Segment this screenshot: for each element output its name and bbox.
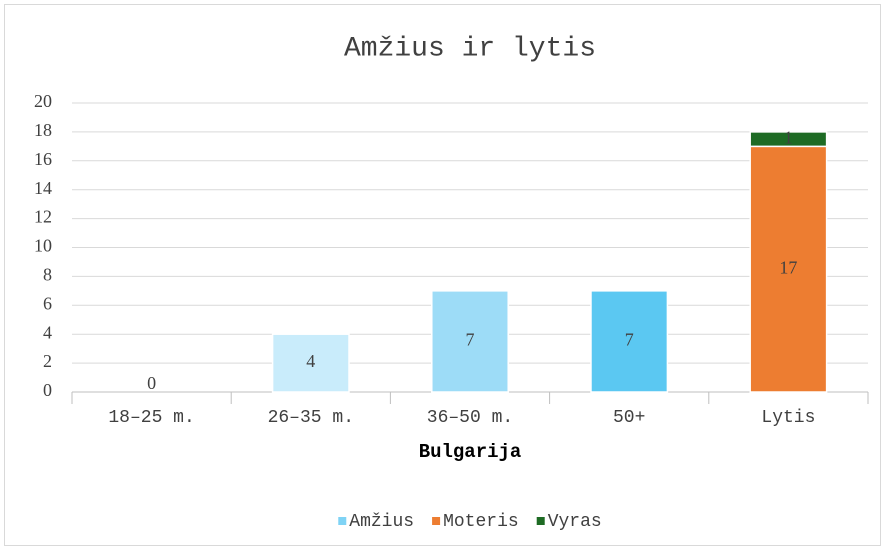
y-tick-label: 4 [43,322,52,342]
legend-marker [536,517,545,525]
y-tick-label: 6 [43,293,52,313]
legend-marker [432,517,441,525]
legend-label: Amžius [349,512,414,532]
legend-label: Moteris [443,512,519,532]
data-label: 7 [625,330,634,350]
data-label: 1 [784,127,793,147]
chart-title: Amžius ir lytis [344,33,596,64]
y-tick-label: 20 [34,91,52,111]
y-tick-label: 18 [34,120,52,140]
x-tick-label: 36–50 m. [427,408,513,428]
x-axis-title: Bulgarija [419,441,522,463]
bar-segment [749,145,828,393]
bar-segment [749,131,828,148]
y-tick-label: 16 [34,149,52,169]
bar-segment [590,290,669,393]
data-label: 17 [779,257,797,277]
data-label: 4 [306,351,315,371]
y-tick-label: 0 [43,380,52,400]
x-tick-label: 26–35 m. [268,408,354,428]
y-tick-label: 14 [34,178,52,198]
x-tick-label: 18–25 m. [108,408,194,428]
data-label: 0 [147,373,156,393]
y-tick-label: 8 [43,265,52,285]
bar-segment [271,333,350,393]
bar-segment [431,290,509,393]
data-label: 7 [466,330,475,350]
legend-label: Vyras [548,512,602,532]
y-tick-label: 2 [43,351,52,371]
y-tick-label: 12 [34,207,52,227]
x-tick-label: Lytis [761,408,815,428]
y-tick-label: 10 [34,236,52,256]
x-tick-label: 50+ [613,408,645,428]
legend-marker [338,517,347,525]
chart-frame [4,4,881,546]
